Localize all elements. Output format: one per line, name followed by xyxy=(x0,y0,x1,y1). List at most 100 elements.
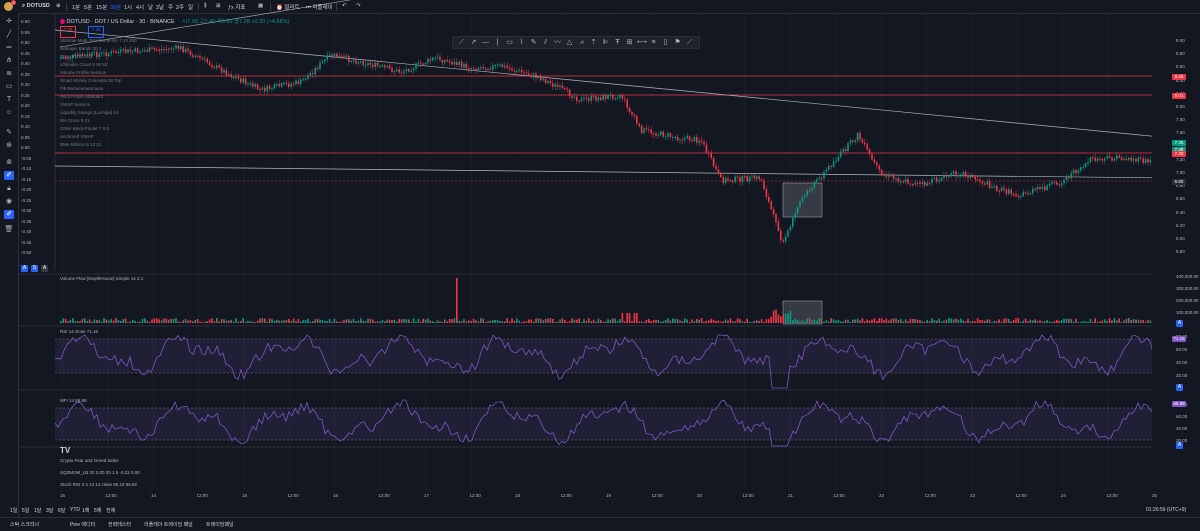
interval-1h[interactable]: 1시 xyxy=(124,5,133,11)
clock[interactable]: 01:26:59 (UTC+9) xyxy=(1146,507,1187,513)
arrow-tool-icon[interactable]: ⇡ xyxy=(590,39,597,46)
indicator-label[interactable]: Volume Profile Session xyxy=(60,70,107,75)
text-tool-icon[interactable]: Ŧ xyxy=(615,39,620,46)
indicator-label[interactable]: Supertrend 10 3 xyxy=(60,54,93,59)
favorites-icon[interactable]: ✐ xyxy=(4,210,14,219)
indicator-label[interactable]: Smart Money Concepts 50 Top xyxy=(60,78,122,83)
pitchfork-icon[interactable]: ⋔ xyxy=(6,57,12,64)
range-button[interactable]: 1해 xyxy=(82,508,90,514)
undo-icon[interactable]: ↶ xyxy=(342,3,347,9)
sqzmom-label[interactable]: SQZMOM_LB 20 2.00 20 1.5 -0.22 0.00 xyxy=(60,470,140,475)
interval-30m[interactable]: 30분 xyxy=(110,5,122,11)
measure-tool-icon[interactable]: ⟷ xyxy=(637,39,648,46)
alert-button[interactable]: ⏰ 얼러트 xyxy=(276,5,300,11)
indicator-label[interactable]: VWAP Session xyxy=(60,102,91,107)
interval-1m[interactable]: 1분 xyxy=(72,5,81,11)
path-tool-icon[interactable]: ⌇ xyxy=(519,39,524,46)
interval-5m[interactable]: 5분 xyxy=(84,5,93,11)
pane-auto-button[interactable]: A xyxy=(1176,384,1183,391)
trendline-tool-icon[interactable]: ⟋ xyxy=(459,39,464,46)
indicator-label[interactable]: MA Cross 9 21 xyxy=(60,118,90,123)
eye-icon[interactable]: ◉ xyxy=(5,198,13,205)
redo-icon[interactable]: ↷ xyxy=(356,3,361,9)
trendline-flat[interactable] xyxy=(54,165,1152,179)
stoch-rsi-label[interactable]: Stoch RSI 3 3 14 14 close 95.18 96.82 xyxy=(60,482,138,487)
brush-tool-icon[interactable]: ✎ xyxy=(530,39,537,46)
indicators-button[interactable]: ƒx 지표 xyxy=(228,5,246,11)
list-tool-icon[interactable]: ≡ xyxy=(651,39,656,46)
lock-icon[interactable]: 🔒︎ xyxy=(7,185,11,192)
tab-trading-panel[interactable]: 트레이딩패널 xyxy=(206,522,234,528)
templates-icon[interactable]: ▦ xyxy=(258,3,264,9)
trendline-icon[interactable]: ╱ xyxy=(6,31,12,38)
range-button[interactable]: 1달 xyxy=(34,508,42,514)
trendline-down[interactable] xyxy=(54,29,1152,138)
indicator-label[interactable]: EMA Ribbon 8 13 21 xyxy=(60,142,102,147)
indicator-label[interactable]: Anchored VWAP xyxy=(60,134,94,139)
magnet-icon[interactable]: ⋒ xyxy=(6,159,12,166)
compare-icon[interactable]: ⊞ xyxy=(216,3,221,9)
range-button[interactable]: 전체 xyxy=(106,508,116,514)
chart-title[interactable]: DOTUSD · DOT / US Dollar · 30 · BINANCE … xyxy=(60,17,289,25)
rectangle-icon[interactable]: ▭ xyxy=(5,83,13,90)
fib-icon[interactable]: ≣ xyxy=(6,70,12,77)
indicator-label[interactable]: Fib Retracement auto xyxy=(60,86,104,91)
tab-pine-editor[interactable]: Pine 에디터 xyxy=(70,522,96,528)
interval-week[interactable]: 주 xyxy=(168,5,174,11)
rect-tool-icon[interactable]: ▭ xyxy=(506,39,513,46)
pattern-tool-icon[interactable]: ⩘ xyxy=(579,39,584,46)
gann-tool-icon[interactable]: ⊞ xyxy=(626,39,633,46)
tab-replay-panel[interactable]: 리플레이 트레이딩 패널 xyxy=(144,522,193,528)
indicator-label[interactable]: Liquidity Swings [LuxAlgo] 14 xyxy=(60,110,119,115)
buy-box[interactable]: 7.38 xyxy=(88,26,104,38)
replay-button[interactable]: ⏮ 리플레이 xyxy=(306,5,333,11)
range-button[interactable]: 5일 xyxy=(22,508,30,514)
auto-scale-button[interactable]: A xyxy=(21,265,28,272)
range-button[interactable]: 5해 xyxy=(94,508,102,514)
mfi-pane-label[interactable]: MFI 14 86.99 xyxy=(60,398,87,403)
trash-icon[interactable]: 🗑︎ xyxy=(4,226,14,233)
crosshair-icon[interactable]: ✛ xyxy=(6,18,12,25)
range-button[interactable]: 3달 xyxy=(46,508,54,514)
slash-tool-icon[interactable]: ⟋ xyxy=(687,39,692,46)
interval-15m[interactable]: 15분 xyxy=(96,5,108,11)
interval-day[interactable]: 날 xyxy=(148,5,154,11)
indicator-label[interactable]: Order Block Finder 7 0.3 xyxy=(60,126,110,131)
ray-tool-icon[interactable]: ↗ xyxy=(470,39,477,46)
indicator-label[interactable]: Bollinger Bands 20 2 xyxy=(60,46,102,51)
sell-box[interactable]: 7.38 xyxy=(60,26,76,38)
indicator-label[interactable]: Ichimoku Cloud 9 26 52 xyxy=(60,62,108,67)
trendline-up[interactable] xyxy=(59,0,351,48)
ruler-icon[interactable]: ✎ xyxy=(6,129,12,136)
indicator-label[interactable]: Ultimate Multi-Timeframe MA 7 14 200 xyxy=(60,38,137,43)
flag-tool-icon[interactable]: ⚑ xyxy=(674,39,681,46)
channel-tool-icon[interactable]: ⫽ xyxy=(543,39,548,46)
interval-month[interactable]: 일 xyxy=(188,5,194,11)
range-button[interactable]: 6달 xyxy=(58,508,66,514)
tab-strategy-tester[interactable]: 전략테스터 xyxy=(108,522,132,528)
vline-tool-icon[interactable]: | xyxy=(496,39,499,46)
indicator-label[interactable]: Pivot Points Standard xyxy=(60,94,104,99)
triangle-tool-icon[interactable]: △ xyxy=(566,39,573,46)
tab-screener[interactable]: 스탁 스크리너 xyxy=(10,522,39,528)
chart-canvas[interactable] xyxy=(0,0,1152,497)
horizontal-line-icon[interactable]: ═ xyxy=(6,44,12,51)
volume-pane-label[interactable]: Volume Flow [DepthHouse] Simple 14 2.1 xyxy=(60,276,144,281)
interval-3day[interactable]: 3날 xyxy=(156,5,165,11)
interval-4h[interactable]: 4시 xyxy=(136,5,145,11)
selection-rectangle-volume[interactable] xyxy=(782,300,823,325)
log-scale-button[interactable]: S xyxy=(31,265,38,272)
pane-auto-button[interactable]: A xyxy=(1176,320,1183,327)
emoji-icon[interactable]: ☺ xyxy=(5,109,13,116)
note-tool-icon[interactable]: ▯ xyxy=(663,39,668,46)
candle-type-icon[interactable]: ⫼ xyxy=(204,3,207,9)
interval-2week[interactable]: 2주 xyxy=(176,5,185,11)
add-symbol-icon[interactable]: ⊕ xyxy=(56,3,61,9)
user-avatar[interactable] xyxy=(4,2,13,11)
wave-tool-icon[interactable]: 〰 xyxy=(554,39,561,46)
symbol-search[interactable]: ⌕ DOTUSD xyxy=(22,3,50,9)
pane-auto-button[interactable]: A xyxy=(1176,442,1183,449)
stay-drawing-icon[interactable]: ✐ xyxy=(4,171,14,180)
zoom-icon[interactable]: ⊕ xyxy=(6,142,12,149)
rsi-pane-label[interactable]: RSI 14 close 71.16 xyxy=(60,329,99,334)
